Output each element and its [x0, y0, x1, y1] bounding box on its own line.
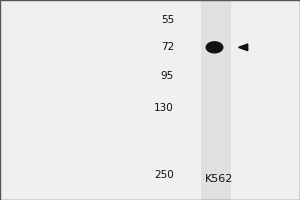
Text: 95: 95 — [161, 71, 174, 81]
Bar — [201, 0, 231, 200]
Text: 250: 250 — [154, 170, 174, 180]
Text: 130: 130 — [154, 103, 174, 113]
Polygon shape — [238, 44, 248, 51]
Text: 72: 72 — [161, 42, 174, 52]
Text: K562: K562 — [205, 174, 233, 184]
Text: 55: 55 — [161, 15, 174, 25]
Ellipse shape — [206, 42, 223, 53]
